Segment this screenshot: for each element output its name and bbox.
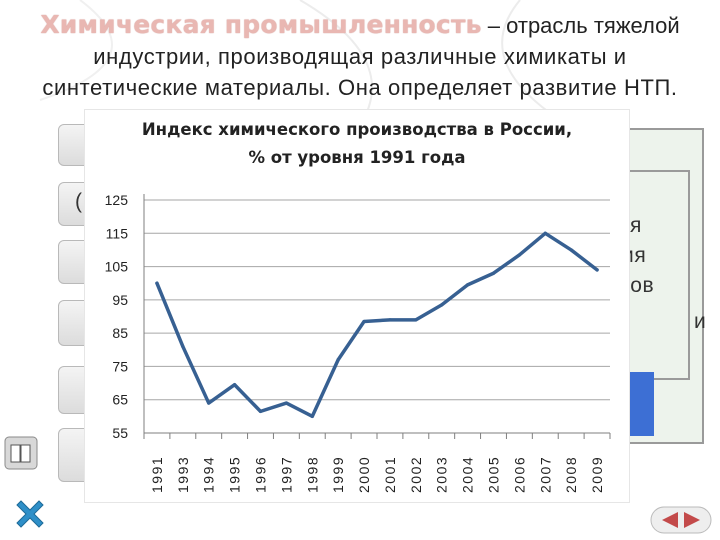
data-point-2008 [569, 248, 573, 252]
chart-image: Индекс химического производства в России… [85, 110, 629, 502]
background-image-strip [624, 372, 654, 436]
y-tick-label-2: 75 [112, 358, 128, 374]
x-tick-label-2003: 2003 [434, 456, 450, 493]
x-tick-label-1994: 1994 [201, 456, 217, 493]
prev-next-arrows-icon[interactable] [650, 505, 712, 535]
x-tick-label-1996: 1996 [253, 456, 269, 493]
data-point-1995 [233, 383, 237, 387]
y-tick-label-5: 105 [105, 259, 129, 275]
series-line-0 [155, 231, 599, 419]
heading-line-2: индустрии, производящая различные химика… [93, 44, 627, 69]
x-tick-label-2002: 2002 [408, 456, 424, 493]
x-tick-label-1997: 1997 [278, 456, 294, 493]
x-tick-label-2009: 2009 [589, 456, 605, 493]
data-point-1998 [310, 414, 314, 418]
y-tick-label-4: 95 [112, 292, 128, 308]
data-point-2003 [440, 303, 444, 307]
data-point-2005 [491, 271, 496, 275]
background-text-4: и [694, 310, 707, 333]
data-point-2000 [362, 319, 366, 324]
x-tick-label-1999: 1999 [330, 456, 346, 493]
y-tick-label-7: 125 [105, 192, 129, 208]
data-point-2001 [388, 318, 392, 322]
data-point-1999 [336, 358, 340, 362]
x-tick-label-1998: 1998 [304, 456, 320, 493]
x-tick-label-1995: 1995 [227, 456, 243, 493]
data-point-2007 [543, 231, 547, 235]
data-point-1993 [181, 344, 185, 349]
data-point-1994 [207, 401, 211, 405]
x-tick-label-2001: 2001 [382, 456, 398, 493]
slide-heading: Химическая промышленность – отрасль тяже… [0, 10, 720, 103]
heading-title: Химическая промышленность [40, 10, 482, 39]
data-point-2006 [517, 253, 521, 257]
data-point-2002 [414, 318, 418, 322]
chart-title-line-1: Индекс химического производства в России… [141, 120, 573, 139]
data-point-1991 [155, 281, 159, 285]
x-tick-label-2004: 2004 [460, 456, 476, 493]
x-tick-label-1991: 1991 [149, 456, 165, 493]
x-tick-label-2006: 2006 [511, 456, 527, 493]
heading-rest: – отрасль тяжелой [481, 13, 680, 38]
data-point-2009 [595, 268, 599, 272]
y-tick-label-0: 55 [112, 425, 128, 441]
x-tick-label-2000: 2000 [356, 456, 372, 493]
y-tick-label-3: 85 [112, 325, 128, 341]
side-paren: ( [75, 190, 83, 213]
data-point-2004 [466, 283, 470, 287]
x-tick-label-2007: 2007 [537, 456, 553, 493]
y-tick-label-6: 115 [106, 225, 129, 241]
heading-line-1: Химическая промышленность – отрасль тяже… [0, 10, 720, 41]
book-icon[interactable] [4, 436, 38, 470]
chart-plot: 55 65 75 85 95 105 115 125 1991 1993 1994 1995 1996 1… [105, 192, 611, 493]
data-point-1997 [284, 401, 288, 405]
background-text-1: я [630, 214, 642, 237]
chart-title-line-2: % от уровня 1991 года [248, 148, 466, 167]
x-tick-label-1993: 1993 [175, 456, 191, 493]
x-tick-label-2008: 2008 [563, 456, 579, 493]
cross-icon[interactable] [12, 496, 48, 532]
y-tick-label-1: 65 [112, 392, 128, 408]
data-point-1996 [258, 409, 263, 413]
x-tick-label-2005: 2005 [486, 456, 502, 493]
heading-line-3: синтетические материалы. Она определяет … [42, 75, 678, 100]
